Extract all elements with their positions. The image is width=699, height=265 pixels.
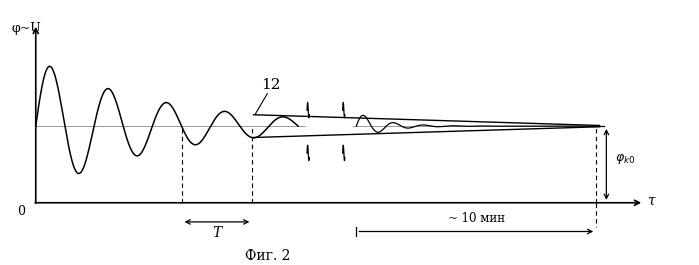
Text: φ~U: φ~U	[12, 22, 41, 35]
Text: Фиг. 2: Фиг. 2	[245, 249, 290, 263]
Text: 0: 0	[17, 205, 25, 218]
Text: ~ 10 мин: ~ 10 мин	[447, 212, 505, 225]
Text: T: T	[212, 226, 222, 240]
Text: τ: τ	[647, 194, 655, 208]
Text: $\varphi_{k0}$: $\varphi_{k0}$	[615, 152, 635, 166]
Text: 12: 12	[261, 78, 280, 92]
